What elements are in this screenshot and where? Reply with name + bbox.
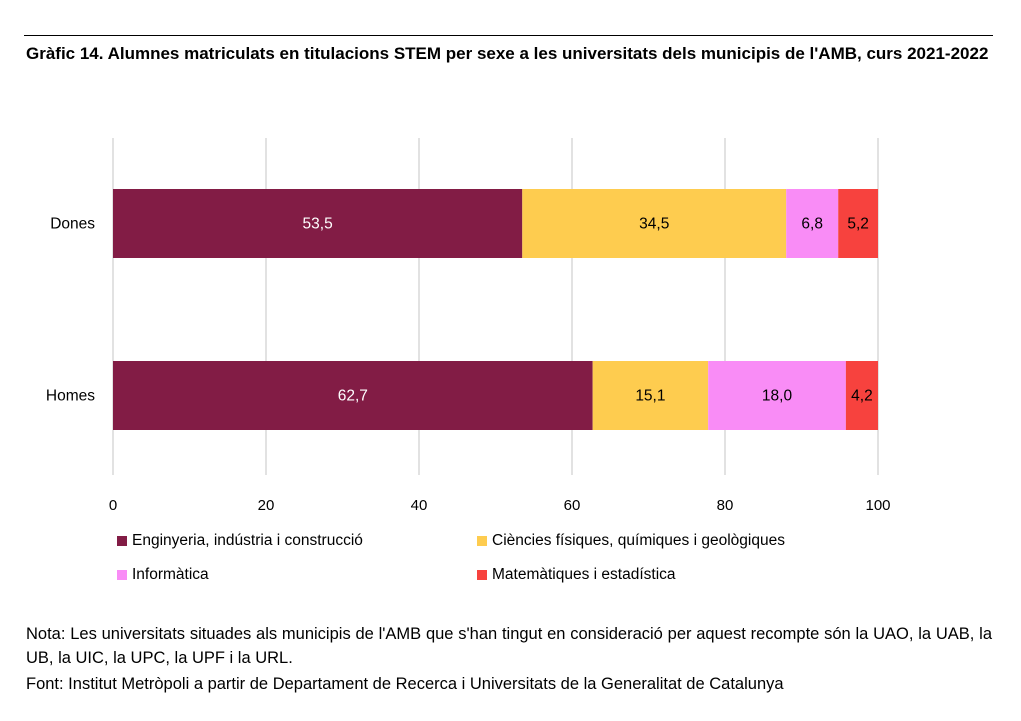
x-tick-label-60: 60 [564, 497, 581, 514]
legend-swatch-2 [117, 570, 127, 580]
x-tick-label-80: 80 [717, 497, 734, 514]
legend-item-1: Ciències físiques, químiques i geològiqu… [477, 532, 785, 550]
bar-segment-homes-2 [708, 361, 846, 430]
chart-source: Font: Institut Metròpoli a partir de Dep… [26, 675, 784, 693]
legend-label-3: Matemàtiques i estadística [492, 566, 676, 583]
category-label-dones: Dones [50, 216, 95, 233]
data-label-homes-0: 62,7 [338, 388, 368, 405]
data-label-dones-0: 53,5 [303, 216, 333, 233]
legend-item-0: Enginyeria, indústria i construcció [117, 532, 363, 550]
legend-item-3: Matemàtiques i estadística [477, 566, 676, 584]
bar-segment-homes-3 [845, 361, 878, 430]
bar-segment-dones-0 [113, 189, 523, 258]
chart-note: Nota: Les universitats situades als muni… [26, 625, 992, 667]
stacked-bar-chart: 0 20 40 60 80 100 Dones 53,5 34,5 6,8 5,2 Homes 62,7… [46, 138, 891, 514]
data-label-homes-3: 4,2 [851, 388, 873, 405]
data-label-dones-1: 34,5 [639, 216, 669, 233]
legend-swatch-1 [477, 536, 487, 546]
data-label-dones-3: 5,2 [847, 216, 869, 233]
x-tick-label-0: 0 [109, 497, 117, 514]
category-label-homes: Homes [46, 388, 95, 405]
data-label-homes-1: 15,1 [635, 388, 665, 405]
bar-segment-dones-2 [786, 189, 839, 258]
x-tick-label-100: 100 [865, 497, 890, 514]
top-rule [24, 35, 993, 36]
x-tick-label-20: 20 [258, 497, 275, 514]
legend-label-2: Informàtica [132, 566, 209, 583]
legend-swatch-0 [117, 536, 127, 546]
bar-segment-dones-3 [838, 189, 878, 258]
chart-title: Gràfic 14. Alumnes matriculats en titula… [26, 44, 989, 63]
legend-swatch-3 [477, 570, 487, 580]
data-label-dones-2: 6,8 [801, 216, 823, 233]
legend-label-1: Ciències físiques, químiques i geològiqu… [492, 532, 785, 549]
bar-segment-dones-1 [522, 189, 787, 258]
legend-item-2: Informàtica [117, 566, 209, 584]
bar-segment-homes-0 [113, 361, 593, 430]
x-tick-label-40: 40 [411, 497, 428, 514]
legend-label-0: Enginyeria, indústria i construcció [132, 532, 363, 549]
chart-legend: Enginyeria, indústria i construcció Ciènc… [117, 532, 977, 602]
bar-segment-homes-1 [592, 361, 709, 430]
data-label-homes-2: 18,0 [762, 388, 793, 405]
